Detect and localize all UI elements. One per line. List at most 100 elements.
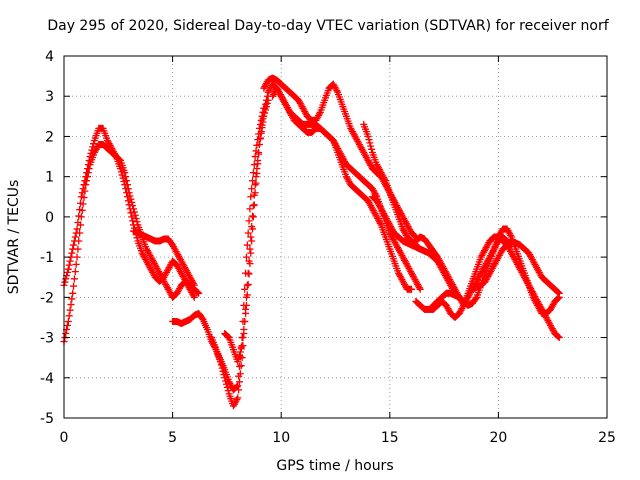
data-point — [249, 212, 257, 220]
data-point — [233, 395, 241, 403]
data-point — [242, 301, 250, 309]
data-point — [250, 201, 258, 209]
data-point — [416, 285, 424, 293]
data-point — [507, 231, 515, 239]
data-point — [190, 293, 198, 301]
x-tick-label: 5 — [168, 430, 177, 446]
data-point — [131, 211, 139, 219]
series-track-4 — [169, 104, 268, 394]
data-point — [216, 358, 224, 366]
data-point — [235, 354, 243, 362]
data-point — [255, 150, 263, 158]
data-point — [415, 284, 423, 292]
data-point — [127, 209, 135, 217]
data-point — [84, 169, 92, 177]
data-point — [459, 303, 467, 311]
data-point — [77, 213, 85, 221]
data-point — [73, 225, 81, 233]
chart-title: Day 295 of 2020, Sidereal Day-to-day VTE… — [47, 18, 609, 34]
data-point — [125, 189, 133, 197]
data-point — [133, 218, 141, 226]
data-point — [221, 374, 229, 382]
data-point — [366, 139, 374, 147]
data-point — [262, 96, 270, 104]
data-point — [253, 169, 261, 177]
data-point — [66, 306, 74, 314]
data-point — [190, 281, 198, 289]
data-point — [124, 185, 132, 193]
data-point — [246, 245, 254, 253]
x-tick-label: 10 — [272, 430, 290, 446]
data-point — [74, 245, 82, 253]
data-point — [224, 387, 232, 395]
data-point — [75, 237, 83, 245]
data-point — [368, 145, 376, 153]
data-point — [254, 160, 262, 168]
data-point — [234, 358, 242, 366]
data-point — [61, 278, 69, 286]
data-point — [262, 100, 270, 108]
data-point — [63, 321, 71, 329]
data-point — [130, 208, 138, 216]
data-point — [67, 301, 75, 309]
series-track-2 — [60, 140, 198, 346]
series-track-14 — [468, 237, 563, 297]
data-point — [260, 108, 268, 116]
data-point — [81, 187, 89, 195]
data-point — [64, 317, 72, 325]
data-point — [65, 312, 73, 320]
data-point — [255, 140, 263, 148]
data-point — [249, 202, 257, 210]
data-point — [241, 285, 249, 293]
data-point — [238, 342, 246, 350]
data-point — [236, 348, 244, 356]
data-point — [90, 140, 98, 148]
data-point — [364, 132, 372, 140]
data-point — [123, 181, 131, 189]
data-point — [235, 363, 243, 371]
data-point — [68, 249, 76, 257]
data-point — [243, 291, 251, 299]
data-point — [217, 361, 225, 369]
data-point — [83, 177, 91, 185]
data-point — [126, 192, 134, 200]
data-point — [68, 295, 76, 303]
data-point — [219, 367, 227, 375]
data-point — [80, 194, 88, 202]
data-point — [222, 377, 230, 385]
data-point — [251, 181, 259, 189]
data-point — [243, 281, 251, 289]
data-point — [244, 229, 252, 237]
data-point — [85, 165, 93, 173]
data-point — [194, 289, 202, 297]
data-point — [234, 394, 242, 402]
y-tick-label: 2 — [45, 129, 54, 145]
data-point — [66, 257, 74, 265]
data-point — [235, 351, 243, 359]
y-tick-label: -5 — [40, 411, 54, 427]
data-point — [71, 233, 79, 241]
data-point — [243, 241, 251, 249]
data-point — [241, 317, 249, 325]
grid — [64, 56, 607, 418]
series-track-8 — [269, 84, 416, 293]
series-track-3 — [130, 227, 198, 289]
data-point — [256, 134, 264, 142]
data-point — [249, 225, 257, 233]
data-point — [381, 175, 389, 183]
data-point — [365, 136, 373, 144]
data-point — [244, 280, 252, 288]
series-track-6 — [221, 80, 424, 366]
data-point — [70, 282, 78, 290]
y-tick-label: -4 — [40, 371, 54, 387]
data-point — [242, 253, 250, 261]
series-track-13 — [429, 225, 563, 317]
data-point — [252, 173, 260, 181]
y-tick-label: 4 — [45, 49, 54, 65]
data-point — [195, 289, 203, 297]
data-point — [237, 362, 245, 370]
data-point — [244, 269, 252, 277]
series-track-5 — [208, 96, 272, 410]
data-point — [367, 142, 375, 150]
